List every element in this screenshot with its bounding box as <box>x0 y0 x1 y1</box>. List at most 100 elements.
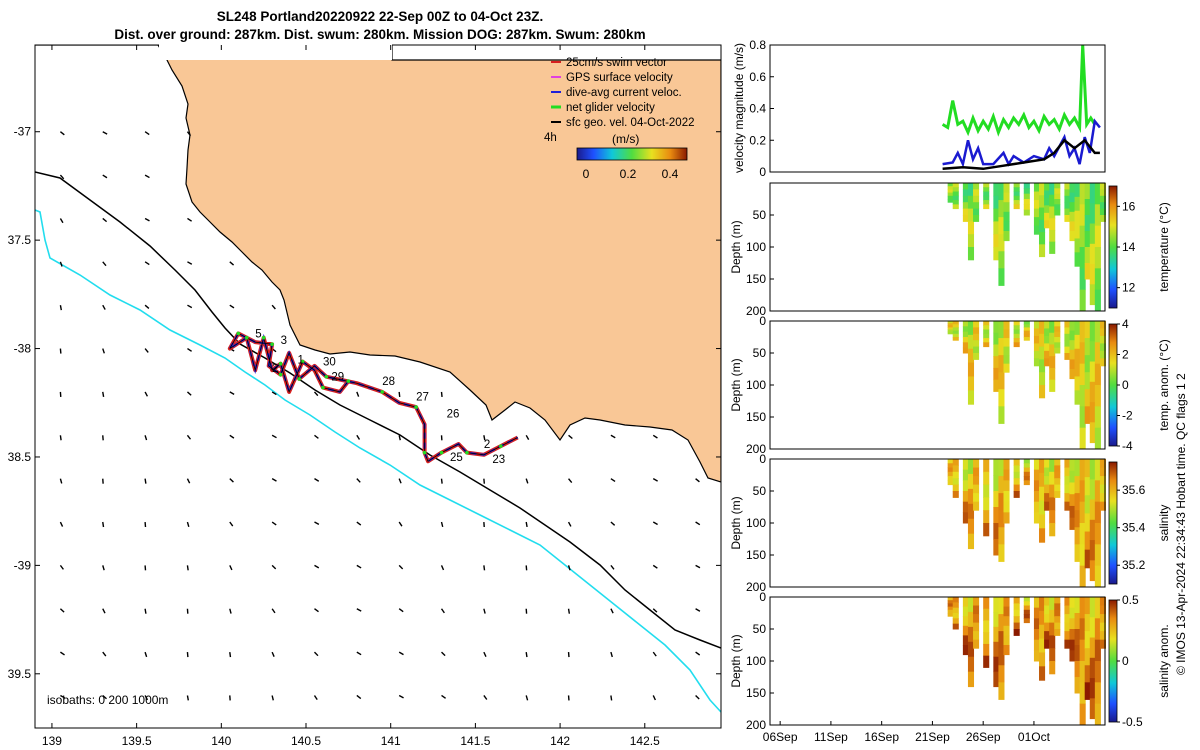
section-cell <box>1033 358 1041 367</box>
quiver-arrow <box>525 478 529 484</box>
section-cell <box>1054 484 1061 492</box>
section-cell <box>993 507 1000 524</box>
section-cell <box>1049 484 1056 498</box>
section-cell <box>1064 467 1071 477</box>
quiver-arrow <box>59 608 65 613</box>
section-cell <box>1044 343 1051 352</box>
section-cell <box>1099 183 1106 190</box>
section-cell <box>1023 618 1030 624</box>
section-cell <box>1013 478 1020 486</box>
section-cell <box>1003 635 1010 646</box>
time-tick-label: 26Sep <box>966 730 1001 744</box>
section-cell <box>1079 247 1086 269</box>
map-x-tick-label: 139.5 <box>122 734 152 748</box>
legend-label-dive: dive-avg current veloc. <box>566 87 682 99</box>
section-cell <box>1044 358 1051 367</box>
section-cell <box>973 622 980 632</box>
section-cell <box>1099 631 1106 641</box>
section-cell <box>947 459 954 464</box>
section-cell <box>1039 183 1046 196</box>
section-cell <box>1069 349 1076 360</box>
section-cell <box>1023 188 1030 195</box>
section-cell <box>1099 321 1106 329</box>
section-cell <box>993 321 1000 334</box>
section-ylabel: Depth (m) <box>729 220 743 273</box>
section-cell <box>1033 480 1041 492</box>
quiver-arrow <box>271 564 277 570</box>
legend-entry-swim: 25cm/s swim vector <box>551 57 667 69</box>
section-cell <box>1003 625 1010 636</box>
section-cell <box>983 510 990 524</box>
section-cell <box>962 469 969 481</box>
quiver-arrow <box>186 434 192 440</box>
section-cell <box>1044 212 1051 221</box>
section-cell <box>962 208 969 216</box>
quiver-arrow <box>271 391 277 396</box>
section-y-tick-label: 50 <box>753 484 767 498</box>
section-cell <box>952 597 959 603</box>
glider-track <box>227 331 519 464</box>
colorbar-tick-label: 0 <box>1122 378 1129 392</box>
section-cell <box>1033 321 1041 329</box>
quiver-arrow <box>59 218 64 224</box>
section-cell <box>1079 225 1086 248</box>
section-cell <box>1069 482 1076 495</box>
section-cell <box>962 501 969 513</box>
quiver-arrow <box>59 478 63 484</box>
section-cell <box>993 656 1000 673</box>
section-cell <box>1079 385 1086 407</box>
section-cell <box>1099 343 1106 352</box>
section-cell <box>1023 204 1030 211</box>
quiver-arrow <box>60 694 66 699</box>
quiver-arrow <box>271 521 277 526</box>
section-cell <box>1054 321 1061 327</box>
legend-label-net: net glider velocity <box>566 102 655 114</box>
section-cell <box>998 217 1005 235</box>
quiver-arrow <box>144 695 149 701</box>
map-x-tick-label: 141 <box>381 734 401 748</box>
map-x-tick-label: 141.5 <box>460 734 490 748</box>
section-cell <box>1003 202 1010 213</box>
section-cell <box>1079 406 1086 429</box>
map-x-tick-label: 142.5 <box>630 734 660 748</box>
quiver-arrow <box>610 695 613 701</box>
section-cell <box>1054 465 1061 473</box>
section-cell <box>1033 512 1041 524</box>
section-cell <box>973 631 980 641</box>
salinity-panel: 0 50 100 150 200 Depth (m) 35.2 35.4 35.6 salinit… <box>729 452 1171 594</box>
section-cell <box>993 459 1000 476</box>
section-cell <box>1054 629 1061 636</box>
section-cell <box>1064 501 1071 511</box>
section-cell <box>1039 514 1046 529</box>
section-cell <box>983 191 990 197</box>
quiver-arrow <box>229 608 232 614</box>
section-cell <box>1054 597 1061 604</box>
quiver-arrow <box>186 478 191 484</box>
quiver-arrow <box>525 521 528 528</box>
track-point <box>278 361 283 366</box>
section-cell <box>1054 471 1061 479</box>
section-cell <box>1069 597 1076 609</box>
track-point <box>236 331 241 336</box>
quiver-arrow <box>102 651 107 657</box>
section-y-tick-label: 100 <box>746 516 766 530</box>
section-cell <box>1094 204 1101 227</box>
section-cell <box>1089 560 1096 582</box>
day-label: 1 <box>298 354 304 366</box>
section-cell <box>1094 459 1101 481</box>
section-cell <box>1033 459 1041 471</box>
section-cell <box>973 202 980 210</box>
section-cell <box>1069 369 1076 380</box>
section-cell <box>1049 661 1056 675</box>
section-cell <box>1049 379 1056 392</box>
quiver-arrow <box>398 478 402 484</box>
section-cell <box>1044 622 1051 632</box>
section-cell <box>1054 188 1061 195</box>
section-cell <box>1049 367 1056 381</box>
section-cell <box>1069 231 1076 242</box>
quiver-arrow <box>144 435 148 441</box>
section-cell <box>1074 210 1081 226</box>
section-cell <box>967 321 975 336</box>
section-cell <box>1039 219 1046 233</box>
